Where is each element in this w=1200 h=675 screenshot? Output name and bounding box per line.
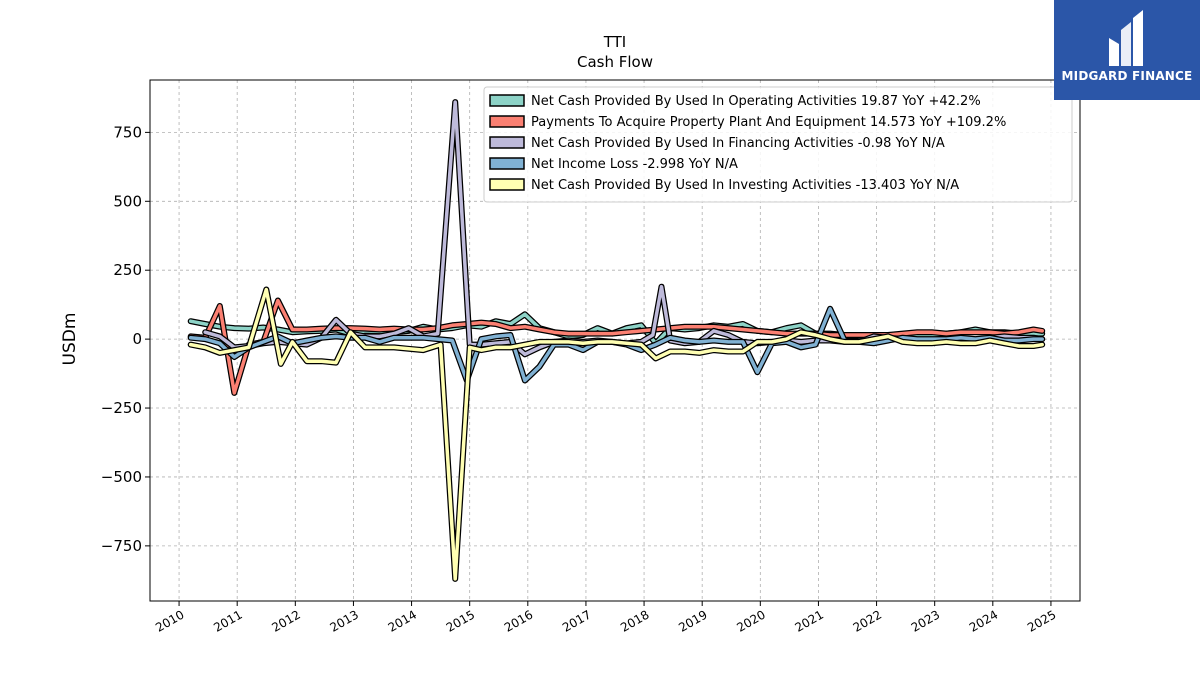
x-tick-label: 2024	[967, 607, 1000, 634]
legend-box	[483, 86, 1073, 203]
legend-swatch	[489, 178, 525, 191]
x-tick-label: 2011	[211, 607, 244, 634]
y-tick-label: −500	[101, 468, 142, 486]
x-tick-label: 2012	[269, 607, 302, 634]
plot-frame	[149, 79, 1081, 602]
chart-subtitle: Cash Flow	[577, 53, 653, 71]
legend-label: Net Cash Provided By Used In Investing A…	[531, 178, 959, 193]
legend-swatch	[489, 157, 525, 170]
x-tick-label: 2025	[1025, 607, 1058, 634]
y-tick-label: −750	[101, 537, 142, 555]
brand-name: MIDGARD FINANCE	[1061, 69, 1193, 83]
y-tick-label: −250	[101, 399, 142, 417]
x-tick-label: 2018	[618, 607, 651, 634]
x-tick-label: 2017	[560, 607, 593, 634]
y-tick-label: 500	[113, 192, 142, 210]
x-tick-label: 2023	[909, 607, 942, 634]
x-tick-label: 2015	[444, 607, 477, 634]
x-tick-label: 2020	[734, 607, 767, 634]
chart-title: TTI	[603, 33, 627, 51]
series-line-2	[188, 298, 1044, 395]
x-tick-label: 2013	[327, 607, 360, 634]
legend: Net Cash Provided By Used In Operating A…	[483, 86, 1073, 203]
y-axis: −750 −500 −250 0 250 500 750	[101, 123, 150, 555]
legend-swatch	[489, 115, 525, 128]
x-tick-label: 2014	[386, 607, 419, 634]
legend-swatch	[489, 136, 525, 149]
legend-label: Net Cash Provided By Used In Operating A…	[531, 94, 981, 109]
brand-mark-icon	[1109, 10, 1143, 66]
series-line-5	[188, 287, 1044, 581]
legend-label: Net Cash Provided By Used In Financing A…	[531, 136, 945, 151]
legend-swatch	[489, 94, 525, 107]
y-tick-label: 750	[113, 123, 142, 141]
x-tick-label: 2016	[502, 607, 535, 634]
x-tick-label: 2021	[792, 607, 825, 634]
x-axis: 2010 2011 2012 2013 2014 2015 2016 2017 2018 2019…	[153, 601, 1058, 635]
series-lines	[187, 99, 1046, 582]
y-tick-label: 0	[132, 330, 142, 348]
x-tick-label: 2019	[676, 607, 709, 634]
legend-label: Payments To Acquire Property Plant And E…	[531, 115, 1006, 130]
brand-logo: MIDGARD FINANCE	[1054, 0, 1200, 100]
y-axis-label: USDm	[60, 313, 80, 366]
x-tick-label: 2022	[851, 607, 884, 634]
series-line-outline-2	[187, 297, 1046, 396]
y-tick-label: 250	[113, 261, 142, 279]
legend-label: Net Income Loss -2.998 YoY N/A	[531, 157, 738, 172]
x-tick-label: 2010	[153, 607, 186, 634]
